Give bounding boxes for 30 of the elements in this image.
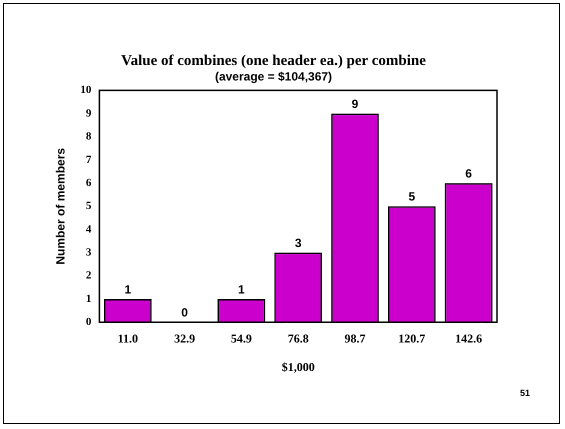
data-label: 5 xyxy=(408,190,416,204)
x-tick-label: 120.7 xyxy=(398,331,426,346)
y-tick-label: 7 xyxy=(86,154,92,166)
data-label: 1 xyxy=(238,282,246,296)
x-tick-label: 76.8 xyxy=(288,331,309,346)
y-tick-label: 4 xyxy=(86,223,92,236)
y-tick-label: 9 xyxy=(86,107,92,120)
text: 51 xyxy=(520,388,530,398)
y-tick-label: 1 xyxy=(86,292,92,305)
data-label: 6 xyxy=(465,166,472,180)
data-label: 0 xyxy=(181,306,188,320)
y-tick-label: 6 xyxy=(86,176,92,189)
x-tick-label: 54.9 xyxy=(230,331,252,346)
x-axis-title: $1,000 xyxy=(282,360,315,374)
x-tick-label: 11.0 xyxy=(118,331,138,346)
y-axis-title: Number of members xyxy=(54,148,68,265)
y-tick-label: 8 xyxy=(86,130,92,143)
data-label: 9 xyxy=(352,96,359,111)
y-tick-label: 3 xyxy=(86,246,92,259)
x-tick-label: 32.9 xyxy=(174,331,196,346)
data-label: 3 xyxy=(294,236,302,250)
y-tick-label: 5 xyxy=(86,200,92,212)
x-tick-label: 98.7 xyxy=(344,331,366,346)
data-label: 1 xyxy=(124,282,132,296)
y-tick-label: 0 xyxy=(86,316,92,328)
chart-subtitle: (average = $104,367) xyxy=(214,70,332,84)
chart-title: Value of combines (one header ea.) per combine xyxy=(121,52,426,69)
x-tick-label: 142.6 xyxy=(455,331,482,346)
y-tick-label: 10 xyxy=(80,84,92,96)
y-tick-label: 2 xyxy=(86,270,92,282)
